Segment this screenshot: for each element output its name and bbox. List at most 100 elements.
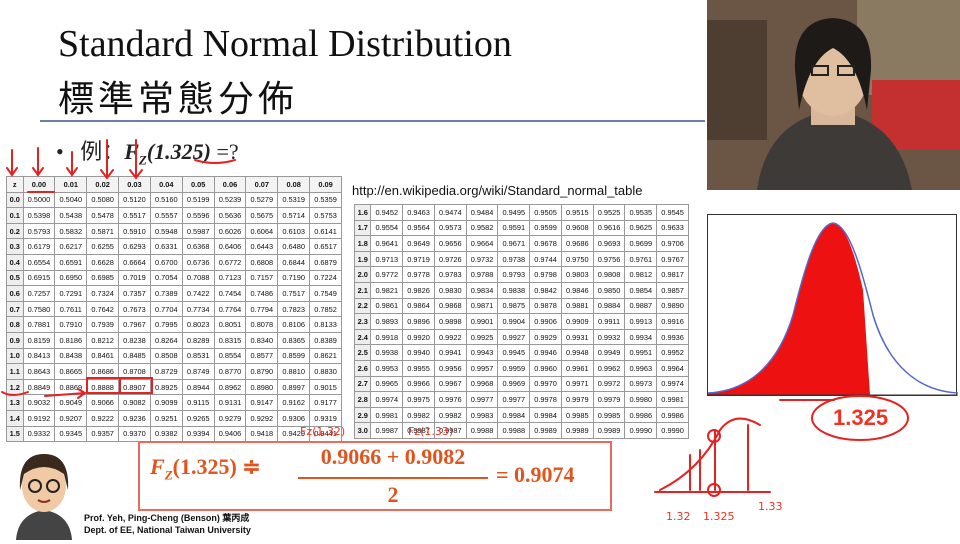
probability-cell: 0.5120 <box>118 191 151 209</box>
probability-cell: 0.6406 <box>213 238 247 255</box>
z-value-cell: 1.1 <box>6 363 24 380</box>
probability-cell: 0.9974 <box>370 391 404 408</box>
probability-cell: 0.9906 <box>529 313 562 330</box>
probability-cell: 0.6064 <box>245 222 279 240</box>
slide-title-english: Standard Normal Distribution <box>58 23 512 65</box>
z-table-header-row: z 0.00 0.01 0.02 0.03 0.04 0.05 0.06 0.07 0.08 0.0… <box>6 176 342 193</box>
probability-cell: 0.9968 <box>465 375 499 393</box>
probability-cell: 0.9931 <box>560 328 594 346</box>
probability-cell: 0.9904 <box>497 313 531 330</box>
formula-denominator: 2 <box>387 482 399 507</box>
probability-cell: 0.9744 <box>529 250 562 268</box>
probability-cell: 0.7190 <box>277 269 311 287</box>
probability-cell: 0.8621 <box>309 347 342 365</box>
probability-cell: 0.9981 <box>370 406 404 424</box>
probability-cell: 0.9934 <box>624 328 658 346</box>
z-value-cell: 0.1 <box>6 207 24 224</box>
probability-cell: 0.8212 <box>86 331 120 349</box>
annotation-tick-133: 1.33 <box>758 500 783 513</box>
slide-title-chinese: 標準常態分佈 <box>58 79 299 120</box>
probability-cell: 0.9798 <box>529 266 562 283</box>
probability-cell: 0.5910 <box>118 222 151 240</box>
probability-cell: 0.8810 <box>277 363 311 380</box>
probability-cell: 0.9985 <box>592 406 626 424</box>
annotation-z-1325: 1.325 <box>833 405 889 430</box>
probability-cell: 0.7852 <box>309 300 342 318</box>
normal-curve-line <box>707 222 959 394</box>
probability-cell: 0.9671 <box>497 235 531 252</box>
probability-cell: 0.9977 <box>465 391 499 408</box>
probability-cell: 0.5239 <box>213 191 247 209</box>
presenter-webcam <box>707 0 960 190</box>
probability-cell: 0.9971 <box>560 375 594 393</box>
probability-cell: 0.9987 <box>370 422 404 439</box>
table-row: 2.8 0.9974 0.9975 0.9976 0.9977 0.9977 0.9978 0… <box>353 391 689 408</box>
probability-cell: 0.9978 <box>529 391 562 408</box>
bullet-prefix: 例： <box>80 139 125 164</box>
probability-cell: 0.6772 <box>213 253 247 271</box>
z-table-left-body: 0.0 0.5000 0.5040 0.5080 0.5120 0.5160 0.5199 0… <box>6 191 342 443</box>
probability-cell: 0.7389 <box>149 285 183 302</box>
probability-cell: 0.9319 <box>309 409 342 427</box>
probability-cell: 0.8315 <box>213 331 247 349</box>
probability-cell: 0.9049 <box>54 394 88 411</box>
formula-box <box>138 441 612 511</box>
column-header: 0.06 <box>213 176 247 193</box>
probability-cell: 0.5557 <box>149 207 183 224</box>
probability-cell: 0.7939 <box>86 316 120 333</box>
probability-cell: 0.8531 <box>181 347 215 365</box>
probability-cell: 0.9986 <box>624 406 658 424</box>
probability-cell: 0.8289 <box>181 331 215 349</box>
probability-cell: 0.9989 <box>560 422 594 439</box>
arrow-col-000 <box>6 149 18 177</box>
probability-cell: 0.9726 <box>433 250 467 268</box>
probability-cell: 0.9981 <box>656 391 689 408</box>
webcam-scene <box>707 0 960 190</box>
z-value-cell: 2.5 <box>353 344 372 361</box>
probability-cell: 0.9967 <box>433 375 467 393</box>
probability-cell: 0.7291 <box>54 285 88 302</box>
column-header: 0.09 <box>309 176 342 193</box>
probability-cell: 0.8389 <box>309 331 342 349</box>
probability-cell: 0.6331 <box>149 238 183 255</box>
z-value-cell: 0.6 <box>6 285 24 302</box>
probability-cell: 0.6736 <box>181 253 215 271</box>
probability-cell: 0.8577 <box>245 347 279 365</box>
probability-cell: 0.9988 <box>497 422 531 439</box>
probability-cell: 0.9975 <box>402 391 435 408</box>
table-row: 1.5 0.9332 0.9345 0.9357 0.9370 0.9382 0.9394 0… <box>6 425 342 443</box>
probability-cell: 0.6103 <box>277 222 311 240</box>
wikipedia-url[interactable]: http://en.wikipedia.org/wiki/Standard_no… <box>352 183 643 198</box>
table-row: 0.2 0.5793 0.5832 0.5871 0.5910 0.5948 0.5987 0… <box>6 222 342 240</box>
probability-cell: 0.8554 <box>213 347 247 365</box>
probability-cell: 0.9960 <box>529 359 562 377</box>
bullet-arg: (1.325) <box>146 139 212 164</box>
arrow-col-001 <box>32 147 44 177</box>
table-row: 0.1 0.5398 0.5438 0.5478 0.5517 0.5557 0.5596 0… <box>6 207 342 224</box>
probability-cell: 0.9988 <box>465 422 499 439</box>
probability-cell: 0.9964 <box>656 359 689 377</box>
probability-cell: 0.9965 <box>370 375 404 393</box>
table-row: 1.8 0.9641 0.9649 0.9656 0.9664 0.9671 0.9678 0… <box>353 235 689 252</box>
table-row: 0.5 0.6915 0.6950 0.6985 0.7019 0.7054 0.7088 0… <box>6 269 342 287</box>
sketch-point <box>707 429 721 443</box>
probability-cell: 0.9370 <box>118 425 151 443</box>
probability-cell: 0.9911 <box>592 313 626 330</box>
probability-cell: 0.9846 <box>560 281 594 299</box>
probability-cell: 0.5040 <box>54 191 88 209</box>
probability-cell: 0.8907 <box>118 378 151 396</box>
probability-cell: 0.8925 <box>149 378 183 396</box>
formula-result: = 0.9074 <box>496 462 575 487</box>
probability-cell: 0.9812 <box>624 266 658 283</box>
probability-cell: 0.9418 <box>245 425 279 443</box>
z-table-right: 1.6 0.9452 0.9463 0.9474 0.9484 0.9495 0.9505 0… <box>353 204 689 439</box>
probability-cell: 0.6026 <box>213 222 247 240</box>
probability-cell: 0.9842 <box>529 281 562 299</box>
column-header: 0.01 <box>54 176 88 193</box>
probability-cell: 0.9207 <box>54 409 88 427</box>
probability-cell: 0.9896 <box>402 313 435 330</box>
probability-cell: 0.9920 <box>402 328 435 346</box>
formula-f-sub: Z <box>164 467 173 483</box>
probability-cell: 0.9082 <box>118 394 151 411</box>
probability-cell: 0.9963 <box>624 359 658 377</box>
